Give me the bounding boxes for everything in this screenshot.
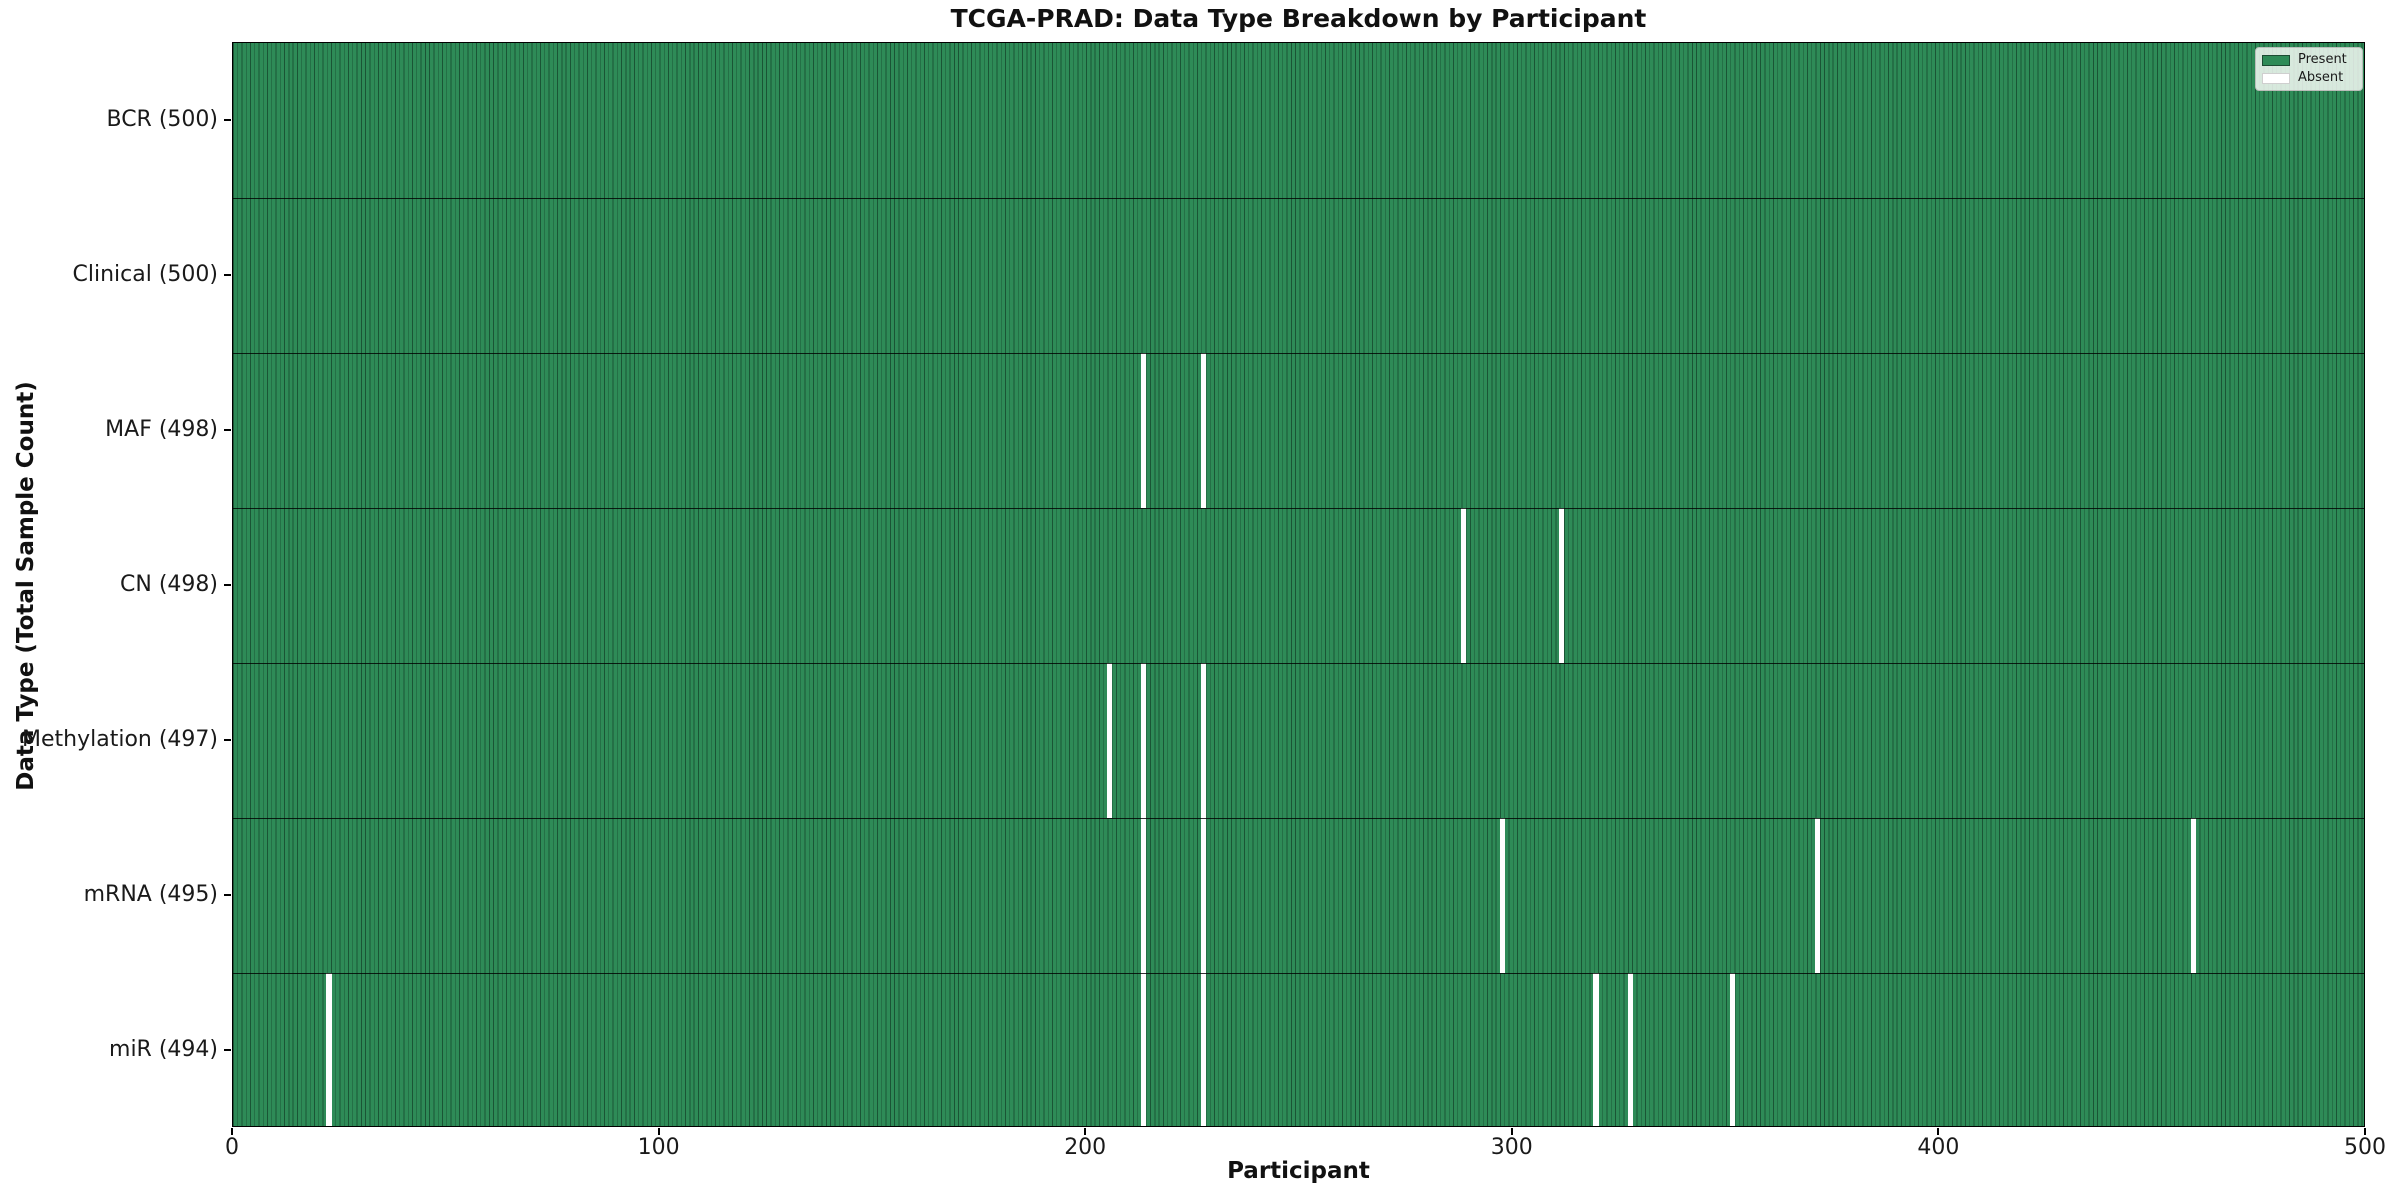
row-Clinical bbox=[233, 198, 2364, 353]
legend-item-absent: Absent bbox=[2262, 71, 2356, 85]
y-tick-mark bbox=[224, 583, 231, 586]
absent-stripe-Methylation-213 bbox=[1141, 663, 1147, 818]
y-tick-label-CN: CN (498) bbox=[120, 571, 218, 597]
legend: Present Absent bbox=[2255, 47, 2363, 91]
x-tick-label-500: 500 bbox=[2344, 1135, 2386, 1160]
absent-stripe-MAF-227 bbox=[1200, 353, 1207, 508]
absent-stripe-miR-213 bbox=[1141, 973, 1147, 1126]
row-CN bbox=[233, 508, 2364, 663]
x-tick-mark bbox=[1084, 1128, 1087, 1135]
x-tick-label-400: 400 bbox=[1917, 1135, 1960, 1160]
x-tick-mark bbox=[2364, 1128, 2366, 1135]
row-BCR bbox=[233, 43, 2364, 198]
y-tick-mark bbox=[224, 273, 231, 276]
chart-title: TCGA-PRAD: Data Type Breakdown by Partic… bbox=[950, 4, 1647, 33]
legend-label-present: Present bbox=[2298, 52, 2347, 67]
absent-stripe-miR-327 bbox=[1627, 973, 1633, 1126]
absent-stripe-miR-22 bbox=[326, 973, 332, 1126]
absent-stripe-mRNA-459 bbox=[2190, 818, 2196, 973]
y-tick-mark bbox=[224, 738, 231, 741]
absent-stripe-miR-319 bbox=[1593, 973, 1599, 1126]
y-tick-label-mRNA: mRNA (495) bbox=[83, 881, 218, 907]
x-tick-label-0: 0 bbox=[225, 1135, 239, 1160]
absent-stripe-mRNA-227 bbox=[1200, 818, 1207, 973]
present-swatch bbox=[2262, 54, 2290, 66]
y-tick-mark bbox=[224, 118, 231, 121]
plot-area bbox=[232, 42, 2365, 1127]
y-tick-mark bbox=[224, 893, 231, 896]
absent-stripe-miR-227 bbox=[1200, 973, 1207, 1126]
y-tick-label-Methylation: Methylation (497) bbox=[22, 726, 218, 752]
x-tick-mark bbox=[657, 1128, 660, 1135]
absent-stripe-mRNA-213 bbox=[1141, 818, 1147, 973]
row-separator bbox=[233, 817, 2364, 819]
row-mRNA bbox=[233, 818, 2364, 973]
y-tick-label-Clinical: Clinical (500) bbox=[72, 261, 218, 287]
x-tick-mark bbox=[1937, 1128, 1940, 1135]
legend-label-absent: Absent bbox=[2298, 70, 2344, 85]
row-separator bbox=[233, 662, 2364, 664]
absent-stripe-miR-351 bbox=[1729, 973, 1736, 1126]
x-tick-label-200: 200 bbox=[1064, 1135, 1107, 1160]
row-separator bbox=[233, 352, 2364, 354]
x-tick-label-300: 300 bbox=[1490, 1135, 1533, 1160]
y-tick-label-miR: miR (494) bbox=[109, 1036, 218, 1062]
row-Methylation bbox=[233, 663, 2364, 818]
y-tick-mark bbox=[224, 428, 231, 431]
absent-stripe-mRNA-297 bbox=[1499, 818, 1505, 973]
row-separator bbox=[233, 972, 2364, 974]
absent-swatch bbox=[2262, 72, 2290, 84]
absent-stripe-mRNA-371 bbox=[1815, 818, 1821, 973]
x-axis-label: Participant bbox=[1227, 1158, 1370, 1184]
y-tick-label-BCR: BCR (500) bbox=[106, 106, 218, 132]
y-tick-label-MAF: MAF (498) bbox=[105, 416, 218, 442]
y-tick-mark bbox=[224, 1048, 231, 1051]
x-tick-mark bbox=[1510, 1128, 1513, 1135]
legend-item-present: Present bbox=[2262, 53, 2356, 67]
row-separator bbox=[233, 197, 2364, 199]
row-miR bbox=[233, 973, 2364, 1126]
row-separator bbox=[233, 507, 2364, 509]
x-tick-mark bbox=[231, 1128, 233, 1135]
row-MAF bbox=[233, 353, 2364, 508]
absent-stripe-Methylation-227 bbox=[1200, 663, 1207, 818]
absent-stripe-MAF-213 bbox=[1141, 353, 1147, 508]
absent-stripe-Methylation-205 bbox=[1107, 663, 1113, 818]
absent-stripe-CN-288 bbox=[1461, 508, 1467, 663]
absent-stripe-CN-311 bbox=[1559, 508, 1565, 663]
x-tick-label-100: 100 bbox=[637, 1135, 680, 1160]
